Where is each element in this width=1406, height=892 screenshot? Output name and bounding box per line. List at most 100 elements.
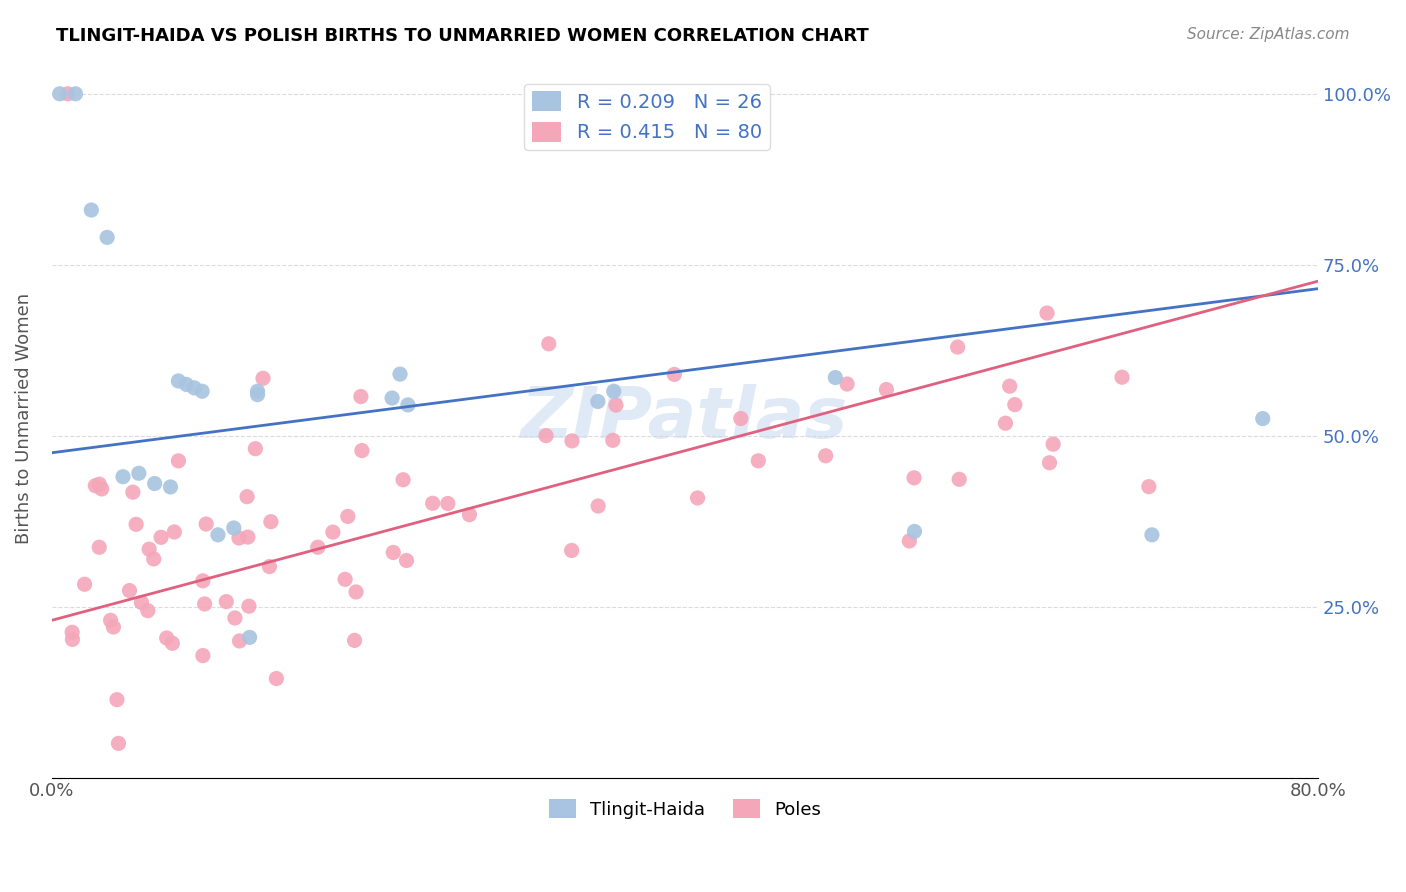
Point <box>1111 370 1133 384</box>
Point <box>207 528 229 542</box>
Point <box>191 648 214 663</box>
Point <box>903 471 925 485</box>
Point <box>236 490 259 504</box>
Point <box>898 533 921 548</box>
Point <box>1251 411 1274 425</box>
Point <box>322 525 344 540</box>
Point <box>824 370 846 384</box>
Point <box>903 524 925 539</box>
Point <box>195 516 218 531</box>
Point <box>998 379 1021 393</box>
Point <box>236 530 259 544</box>
Point <box>586 499 609 513</box>
Point <box>156 631 179 645</box>
Point <box>118 583 141 598</box>
Point <box>183 381 205 395</box>
Point <box>246 387 269 401</box>
Point <box>105 692 128 706</box>
Text: Source: ZipAtlas.com: Source: ZipAtlas.com <box>1187 27 1350 42</box>
Point <box>422 496 444 510</box>
Point <box>131 595 153 609</box>
Point <box>122 485 145 500</box>
Point <box>167 454 190 468</box>
Point <box>686 491 709 505</box>
Point <box>395 553 418 567</box>
Point <box>835 377 858 392</box>
Point <box>84 479 107 493</box>
Point <box>382 545 405 559</box>
Point <box>381 391 404 405</box>
Point <box>336 509 359 524</box>
Point <box>215 594 238 608</box>
Point <box>948 472 970 486</box>
Point <box>89 541 111 555</box>
Point <box>437 496 460 510</box>
Point <box>561 543 583 558</box>
Point <box>125 517 148 532</box>
Point <box>159 480 181 494</box>
Point <box>246 384 269 399</box>
Point <box>90 482 112 496</box>
Point <box>176 377 198 392</box>
Point <box>103 620 125 634</box>
Point <box>730 411 752 425</box>
Point <box>1137 480 1160 494</box>
Point <box>89 477 111 491</box>
Text: TLINGIT-HAIDA VS POLISH BIRTHS TO UNMARRIED WOMEN CORRELATION CHART: TLINGIT-HAIDA VS POLISH BIRTHS TO UNMARR… <box>56 27 869 45</box>
Point <box>191 384 214 399</box>
Point <box>100 613 122 627</box>
Point <box>191 574 214 588</box>
Text: ZIPatlas: ZIPatlas <box>522 384 849 453</box>
Point <box>1042 437 1064 451</box>
Point <box>350 443 373 458</box>
Point <box>586 394 609 409</box>
Point <box>228 634 250 648</box>
Point <box>534 428 557 442</box>
Point <box>350 390 373 404</box>
Point <box>388 367 411 381</box>
Point <box>260 515 283 529</box>
Point <box>814 449 837 463</box>
Point <box>62 632 84 647</box>
Point <box>111 469 134 483</box>
Point <box>60 625 83 640</box>
Point <box>343 633 366 648</box>
Point <box>1004 398 1026 412</box>
Point <box>946 340 969 354</box>
Point <box>56 87 79 101</box>
Point <box>142 552 165 566</box>
Point <box>228 531 250 545</box>
Point <box>605 398 627 412</box>
Y-axis label: Births to Unmarried Women: Births to Unmarried Women <box>15 293 32 544</box>
Point <box>1038 456 1060 470</box>
Point <box>344 585 367 599</box>
Point <box>80 202 103 217</box>
Point <box>245 442 267 456</box>
Point <box>65 87 87 101</box>
Point <box>194 597 217 611</box>
Point <box>1036 306 1059 320</box>
Point <box>138 542 160 557</box>
Point <box>396 398 419 412</box>
Point <box>48 87 70 101</box>
Point <box>747 454 769 468</box>
Point <box>561 434 583 448</box>
Point <box>252 371 274 385</box>
Point <box>167 374 190 388</box>
Point <box>150 530 173 544</box>
Point <box>73 577 96 591</box>
Point <box>392 473 415 487</box>
Point <box>162 636 184 650</box>
Point <box>238 599 260 614</box>
Point <box>259 559 281 574</box>
Point <box>602 384 624 399</box>
Point <box>224 611 246 625</box>
Point <box>128 467 150 481</box>
Point <box>239 631 262 645</box>
Point <box>602 434 624 448</box>
Point <box>266 672 288 686</box>
Point <box>307 540 329 554</box>
Point <box>333 572 356 586</box>
Point <box>222 521 245 535</box>
Point <box>1140 528 1163 542</box>
